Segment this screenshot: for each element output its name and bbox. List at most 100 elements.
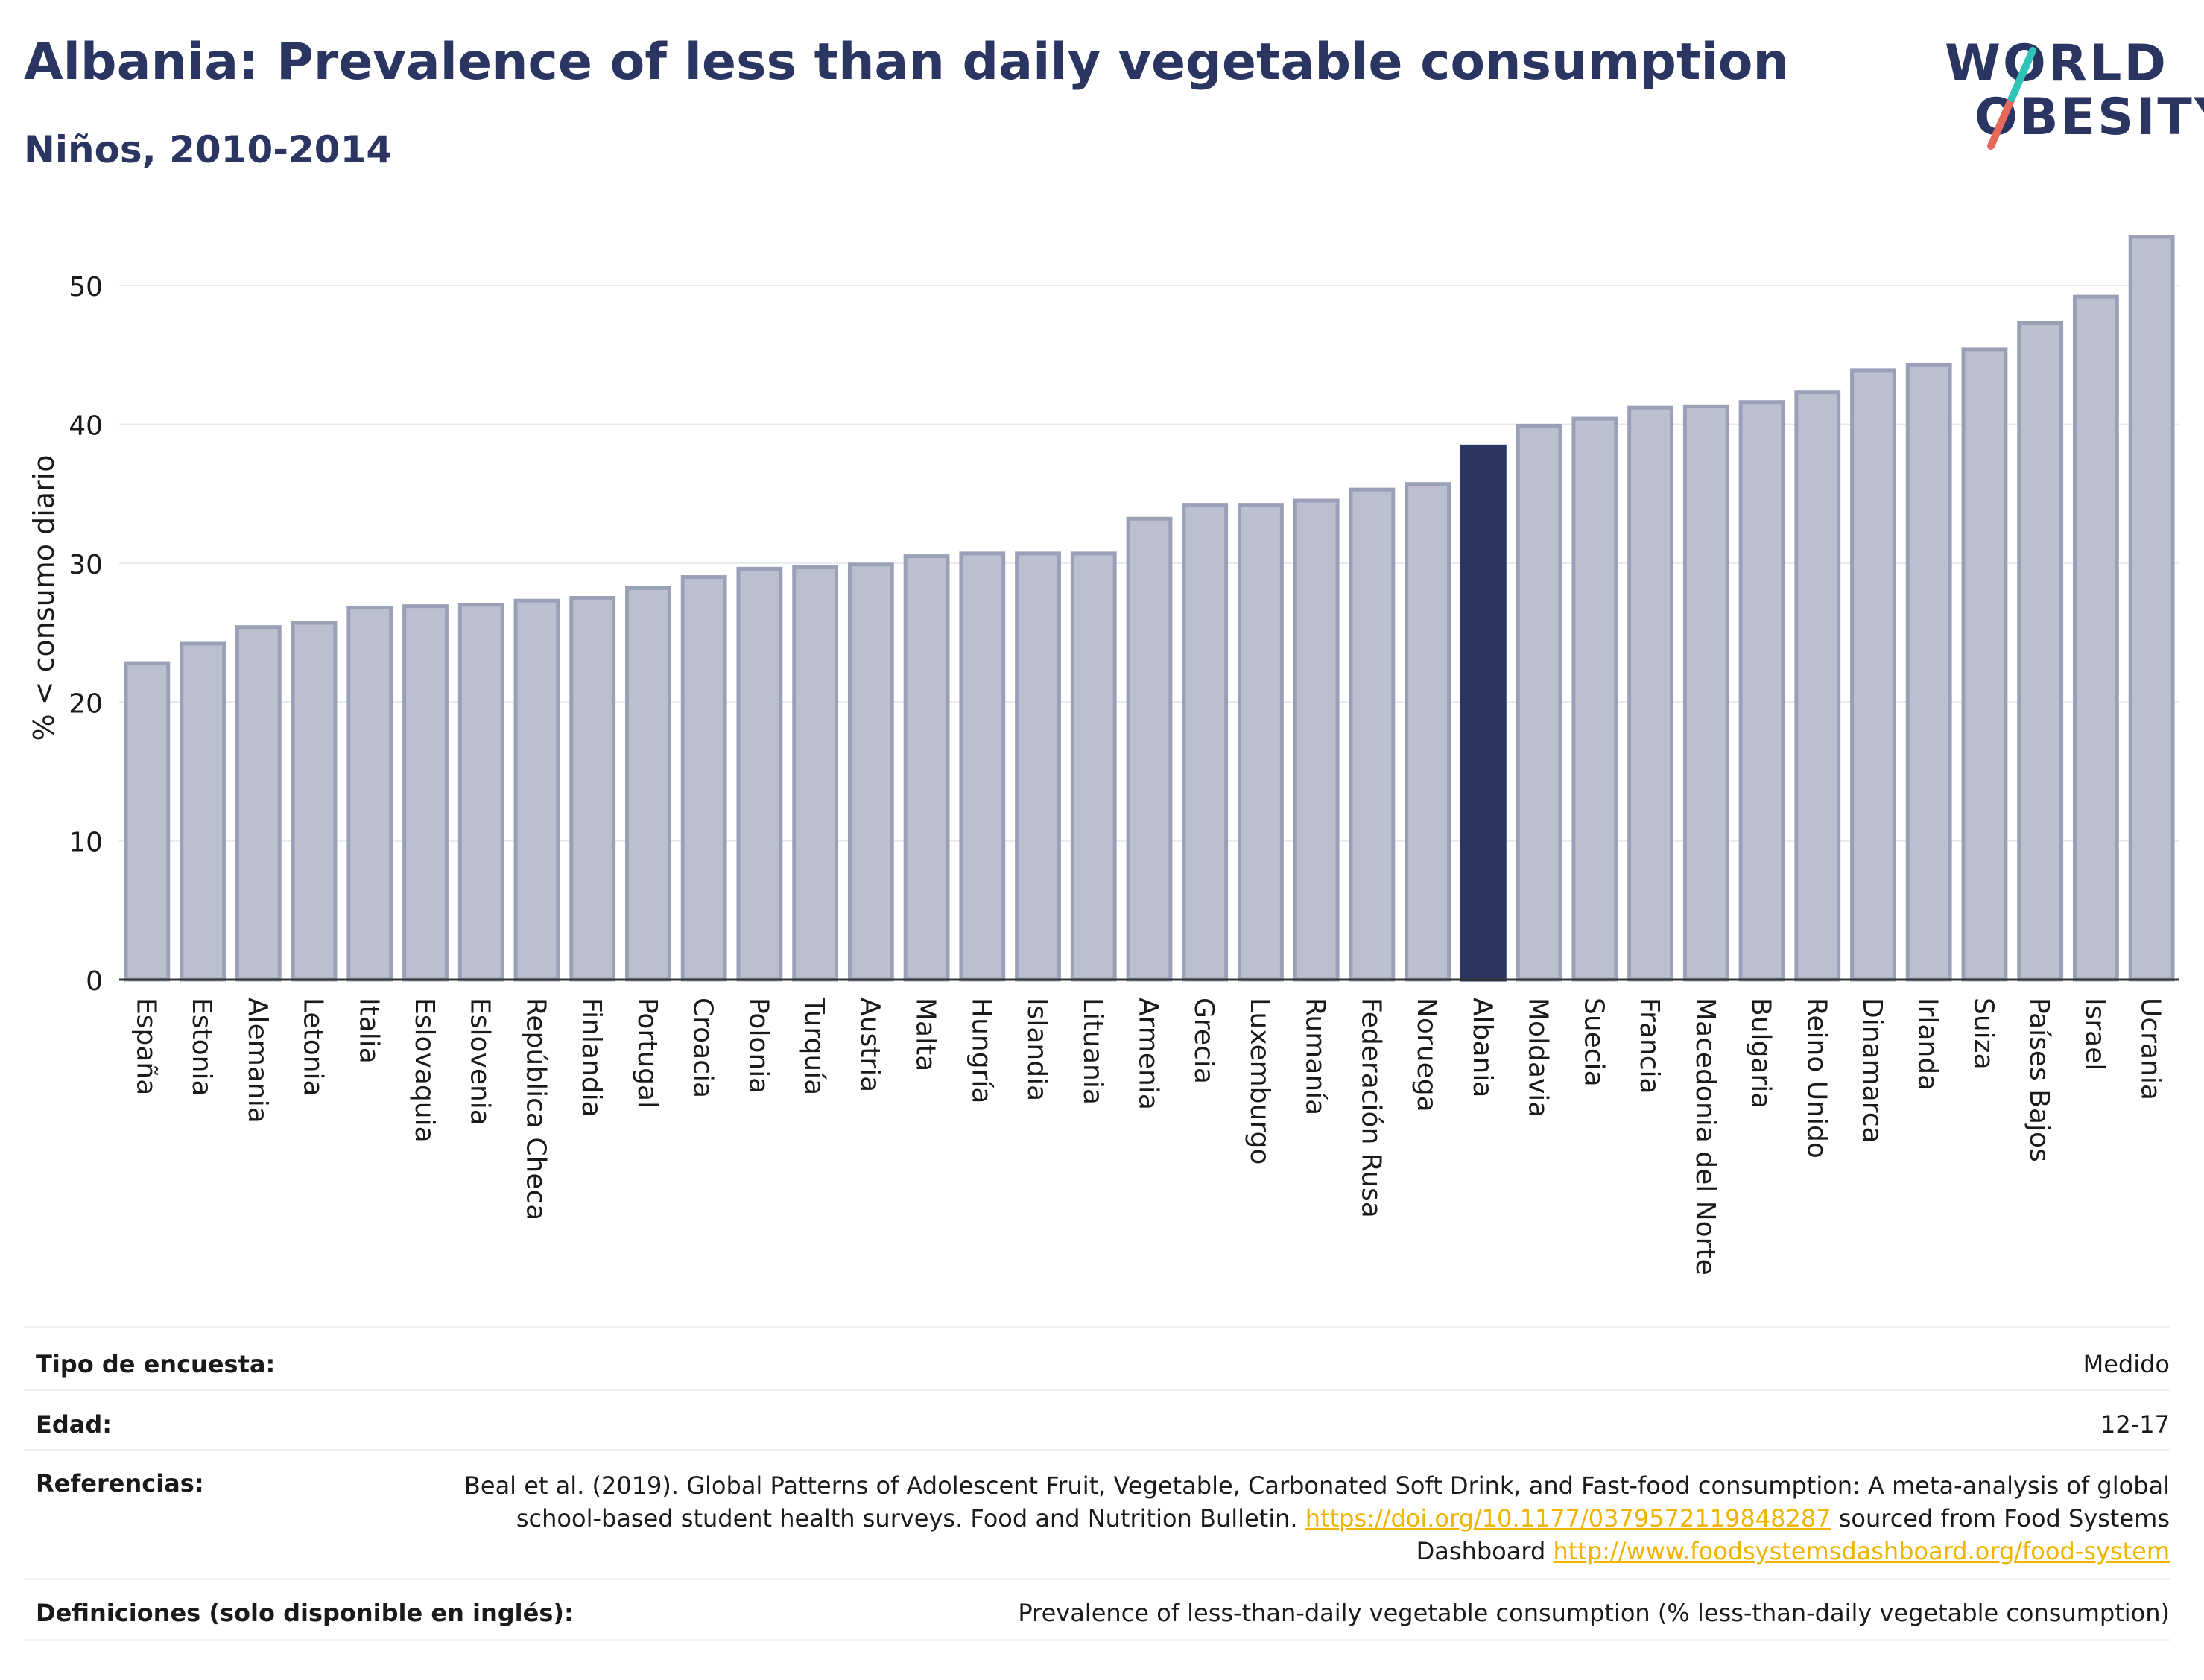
bar-polonia [736, 566, 783, 982]
definitions-value: Prevalence of less-than-daily vegetable … [1018, 1599, 2170, 1627]
bar-croacia [680, 575, 727, 982]
bar-bulgaria [1738, 400, 1785, 982]
bar-federación-rusa [1349, 487, 1396, 982]
bar-armenia [1126, 516, 1173, 982]
doi-link[interactable]: https://doi.org/10.1177/0379572119848287 [1305, 1504, 1831, 1532]
bar-italia [346, 606, 393, 982]
x-tick-label: Finlandia [576, 998, 607, 1118]
logo-line-1: WORLD [1945, 34, 2168, 93]
x-tick-label: Irlanda [1913, 998, 1943, 1091]
bar-austria [847, 562, 894, 982]
bar-albania [1460, 444, 1507, 982]
bar-eslovenia [457, 603, 504, 982]
references-label: Referencias: [36, 1469, 204, 1497]
divider [24, 1639, 2170, 1641]
bar-dinamarca [1850, 368, 1896, 982]
x-tick-label: España [130, 998, 161, 1095]
x-tick-label: Grecia [1188, 998, 1219, 1084]
x-tick-label: Israel [2080, 998, 2110, 1071]
bar-reino-unido [1794, 390, 1841, 982]
x-tick-label: Lituania [1077, 998, 1108, 1105]
bar-grecia [1182, 503, 1229, 982]
bar-letonia [291, 621, 338, 982]
y-axis-label: % < consumo diario [28, 455, 60, 741]
y-tick-label: 30 [69, 550, 103, 580]
bar-finlandia [569, 596, 616, 982]
bar-moldavia [1516, 423, 1562, 982]
references-value: Beal et al. (2019). Global Patterns of A… [456, 1469, 2170, 1568]
x-tick-label: Islandia [1022, 998, 1052, 1101]
x-tick-label: Malta [911, 998, 941, 1071]
x-tick-label: Alemania [242, 998, 273, 1123]
x-tick-label: Armenia [1133, 998, 1164, 1110]
x-tick-label: Países Bajos [2024, 998, 2054, 1162]
y-tick-label: 50 [69, 272, 103, 302]
x-tick-label: Estonia [186, 998, 217, 1097]
bar-alemania [235, 625, 282, 982]
bar-ucrania [2128, 235, 2175, 982]
x-tick-label: República Checa [520, 998, 551, 1220]
x-tick-label: Moldavia [1523, 998, 1554, 1118]
x-tick-label: Eslovaquia [409, 998, 440, 1143]
x-tick-label: Croacia [688, 998, 718, 1098]
logo-slash-icon [1987, 47, 2036, 150]
chart-title: Albania: Prevalence of less than daily v… [24, 33, 1789, 92]
x-tick-label: Portugal [632, 998, 662, 1109]
x-tick-label: Reino Unido [1801, 998, 1831, 1158]
bar-república-checa [513, 598, 560, 982]
x-tick-label: Macedonia del Norte [1690, 998, 1720, 1275]
x-tick-label: Italia [353, 998, 384, 1064]
bar-suecia [1571, 416, 1618, 982]
y-tick-label: 0 [86, 966, 103, 997]
bar-lituania [1070, 551, 1117, 982]
bar-países-bajos [2017, 321, 2064, 982]
x-tick-label: Eslovenia [465, 998, 495, 1126]
divider [24, 1389, 2170, 1391]
x-tick-label: Luxemburgo [1244, 998, 1275, 1164]
references-text-1: Beal et al. (2019). Global Patterns of A… [463, 1471, 2170, 1532]
bar-chart: 0 10 20 30 40 50 % < consumo diario España Eston… [28, 235, 2179, 1275]
bar-islandia [1015, 551, 1061, 982]
food-systems-link[interactable]: http://www.foodsystemsdashboard.org/food… [1553, 1537, 2170, 1565]
chart-subtitle: Niños, 2010-2014 [24, 128, 393, 171]
bar-portugal [625, 586, 671, 982]
x-tick-label: Albania [1467, 998, 1498, 1097]
x-tick-label: Ucrania [2135, 998, 2166, 1100]
x-tick-label: Suiza [1968, 998, 1998, 1070]
x-tick-label: Polonia [743, 998, 773, 1094]
x-tick-label: Federación Rusa [1355, 998, 1386, 1218]
bar-noruega [1405, 482, 1451, 982]
bar-francia [1627, 405, 1673, 982]
bar-turquía [792, 565, 839, 982]
x-tick-label: Hungría [966, 998, 996, 1103]
x-tick-label: Turquía [799, 997, 829, 1095]
x-tick-label: Bulgaria [1746, 998, 1776, 1109]
bar-irlanda [1905, 362, 1952, 982]
x-tick-label: Austria [855, 998, 885, 1092]
x-tick-label: Francia [1634, 998, 1665, 1094]
survey-type-value: Medido [2083, 1350, 2170, 1378]
x-tick-label: Noruega [1411, 998, 1442, 1112]
bar-malta [903, 554, 950, 982]
x-tick-label: Rumanía [1300, 998, 1331, 1115]
age-label: Edad: [36, 1410, 113, 1439]
bar-rumanía [1293, 498, 1340, 982]
y-tick-label: 40 [69, 411, 103, 442]
bar-macedonia-del-norte [1682, 404, 1729, 982]
bar-españa [124, 661, 171, 982]
x-tick-label: Suecia [1578, 998, 1609, 1087]
bar-hungría [959, 551, 1006, 982]
definitions-label: Definiciones (solo disponible en inglés)… [36, 1599, 574, 1627]
survey-type-label: Tipo de encuesta: [36, 1350, 276, 1378]
divider [24, 1326, 2170, 1328]
world-obesity-logo: WORLD OBESITY [1937, 34, 2204, 161]
divider [24, 1449, 2170, 1451]
bar-israel [2073, 294, 2119, 982]
references-text-2: sourced from Food Systems Dashboard [1416, 1504, 2170, 1565]
divider [24, 1578, 2170, 1580]
age-value: 12-17 [2100, 1410, 2170, 1439]
y-tick-label: 10 [69, 828, 103, 858]
bar-estonia [180, 641, 226, 982]
bar-suiza [1961, 347, 2008, 982]
x-tick-label: Letonia [298, 998, 329, 1097]
